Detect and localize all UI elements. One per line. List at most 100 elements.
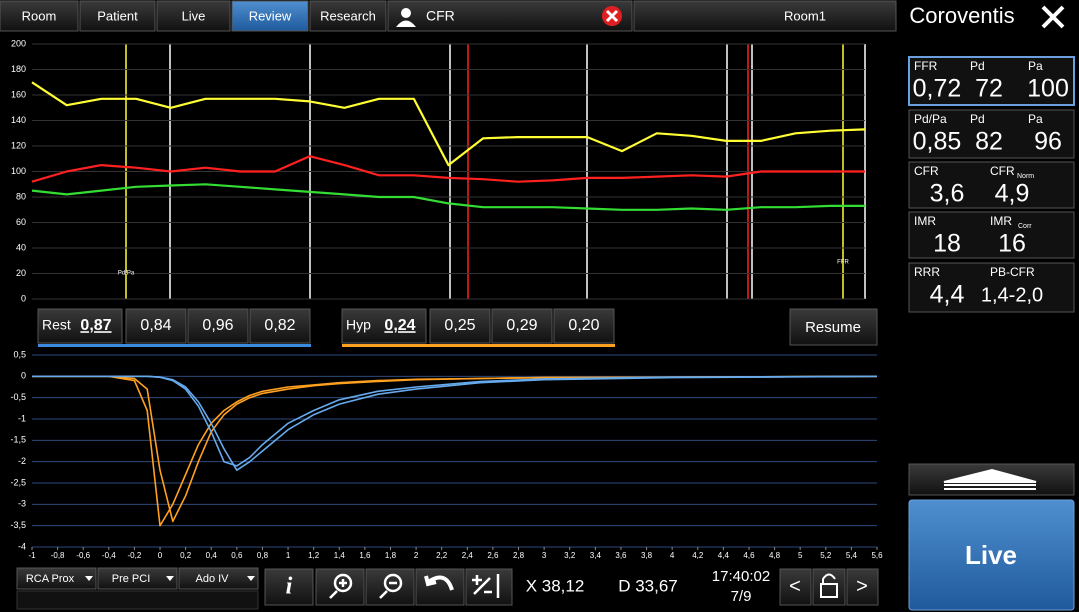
index-underline	[38, 344, 311, 347]
lock-icon	[822, 573, 836, 584]
value: 4,4	[930, 281, 965, 309]
y-tick-label: -0,5	[10, 392, 26, 402]
index-cell[interactable]	[125, 308, 187, 344]
tab[interactable]	[0, 0, 79, 32]
user-icon-body	[396, 20, 416, 27]
value: 96	[1034, 128, 1062, 156]
dropdown-label: RCA Prox	[26, 573, 75, 585]
mode-box	[387, 0, 633, 32]
index-value: 0,20	[568, 317, 599, 334]
tab[interactable]	[156, 0, 231, 32]
user-icon	[401, 8, 411, 18]
zoom-out-icon	[379, 581, 397, 599]
index-value: 0,29	[506, 317, 537, 334]
value: 100	[1027, 75, 1069, 103]
tab[interactable]	[79, 0, 156, 32]
tab-bar: Room Patient Live Review Research	[0, 0, 387, 32]
tab-label: Research	[320, 8, 376, 23]
room-label: Room1	[784, 8, 826, 23]
marker-annotation: Pd/Pa	[118, 271, 135, 277]
x-tick-label: 1,8	[385, 551, 397, 560]
tab[interactable]	[231, 0, 309, 32]
x-tick-label: 2,2	[436, 551, 448, 560]
tab-label: Room	[22, 8, 57, 23]
value-label-subscript: Corr	[1018, 223, 1032, 230]
y-tick-label: 80	[16, 191, 26, 201]
dropdown[interactable]	[97, 567, 178, 590]
undo-button[interactable]	[415, 568, 465, 606]
status-field	[16, 590, 259, 610]
value: 3,6	[930, 180, 965, 208]
dropdown-arrow	[85, 576, 93, 581]
dropdown[interactable]	[16, 567, 97, 590]
index-cell[interactable]	[553, 308, 615, 344]
index-label: Hyp	[346, 317, 371, 333]
index-label: Rest	[42, 317, 71, 333]
y-tick-label: -1	[18, 413, 26, 423]
prev-button[interactable]	[779, 568, 812, 606]
value-label: Pa	[1028, 112, 1043, 126]
x-tick-label: -0,4	[102, 551, 116, 560]
value-box	[908, 161, 1075, 209]
next-button[interactable]	[846, 568, 879, 606]
value: 0,72	[913, 75, 962, 103]
prev-label: <	[789, 575, 801, 597]
x-tick-label: 4,2	[692, 551, 704, 560]
index-cell[interactable]	[249, 308, 311, 344]
next-label: >	[856, 575, 868, 597]
y-tick-label: 0,5	[13, 349, 26, 359]
live-button[interactable]	[908, 499, 1075, 611]
x-tick-label: 4,4	[718, 551, 730, 560]
x-tick-label: 1,2	[308, 551, 320, 560]
x-tick-label: 0,6	[231, 551, 243, 560]
index-value: 0,82	[264, 317, 295, 334]
value: 4,9	[995, 180, 1030, 208]
x-tick-label: 4,6	[743, 551, 755, 560]
value-label: CFR	[914, 164, 939, 178]
x-tick-label: -0,6	[76, 551, 90, 560]
y-tick-label: 140	[11, 115, 26, 125]
offset-icon	[472, 574, 500, 598]
index-cell[interactable]	[491, 308, 553, 344]
x-tick-label: 4	[670, 551, 675, 560]
cursor-d: D 33,67	[618, 576, 678, 595]
x-tick-label: 2,8	[513, 551, 525, 560]
tab[interactable]	[309, 0, 387, 32]
index-cell[interactable]	[429, 308, 491, 344]
info-button[interactable]	[264, 568, 314, 606]
index-cell[interactable]	[187, 308, 249, 344]
index-underline	[342, 344, 615, 347]
value-label: Pa	[1028, 59, 1043, 73]
x-tick-label: -0,8	[51, 551, 65, 560]
value-label: Pd	[970, 59, 985, 73]
settings-icon[interactable]	[1041, 5, 1065, 29]
y-tick-label: 160	[11, 89, 26, 99]
series-line	[31, 81, 866, 167]
offset-button[interactable]	[465, 568, 513, 606]
dropdown-arrow	[247, 576, 255, 581]
brand: Coroventis	[909, 3, 1014, 28]
x-tick-label: 1,4	[334, 551, 346, 560]
index-rows: Rest 0,87 0,84 0,96 0,82 Hyp 0,24 0,25 0,29 0,20	[37, 308, 615, 347]
close-icon	[605, 9, 619, 23]
x-tick-label: 5	[798, 551, 803, 560]
x-tick-label: 1	[286, 551, 291, 560]
y-tick-label: -2	[18, 456, 26, 466]
x-tick-label: 5,2	[820, 551, 832, 560]
dropdown[interactable]	[178, 567, 259, 590]
x-tick-label: -1	[28, 551, 36, 560]
value-box	[908, 262, 1075, 313]
y-tick-label: -3,5	[10, 520, 26, 530]
resume-button[interactable]	[789, 308, 878, 346]
y-tick-label: 0	[21, 371, 26, 381]
dropdown-arrow	[166, 576, 174, 581]
resume-label: Resume	[805, 319, 861, 336]
index-label-box	[341, 308, 427, 344]
mode-label: CFR	[426, 8, 455, 24]
y-tick-label: 100	[11, 166, 26, 176]
value-box	[908, 211, 1075, 259]
y-tick-label: -3	[18, 499, 26, 509]
value-label-subscript: Norm	[1017, 173, 1034, 180]
